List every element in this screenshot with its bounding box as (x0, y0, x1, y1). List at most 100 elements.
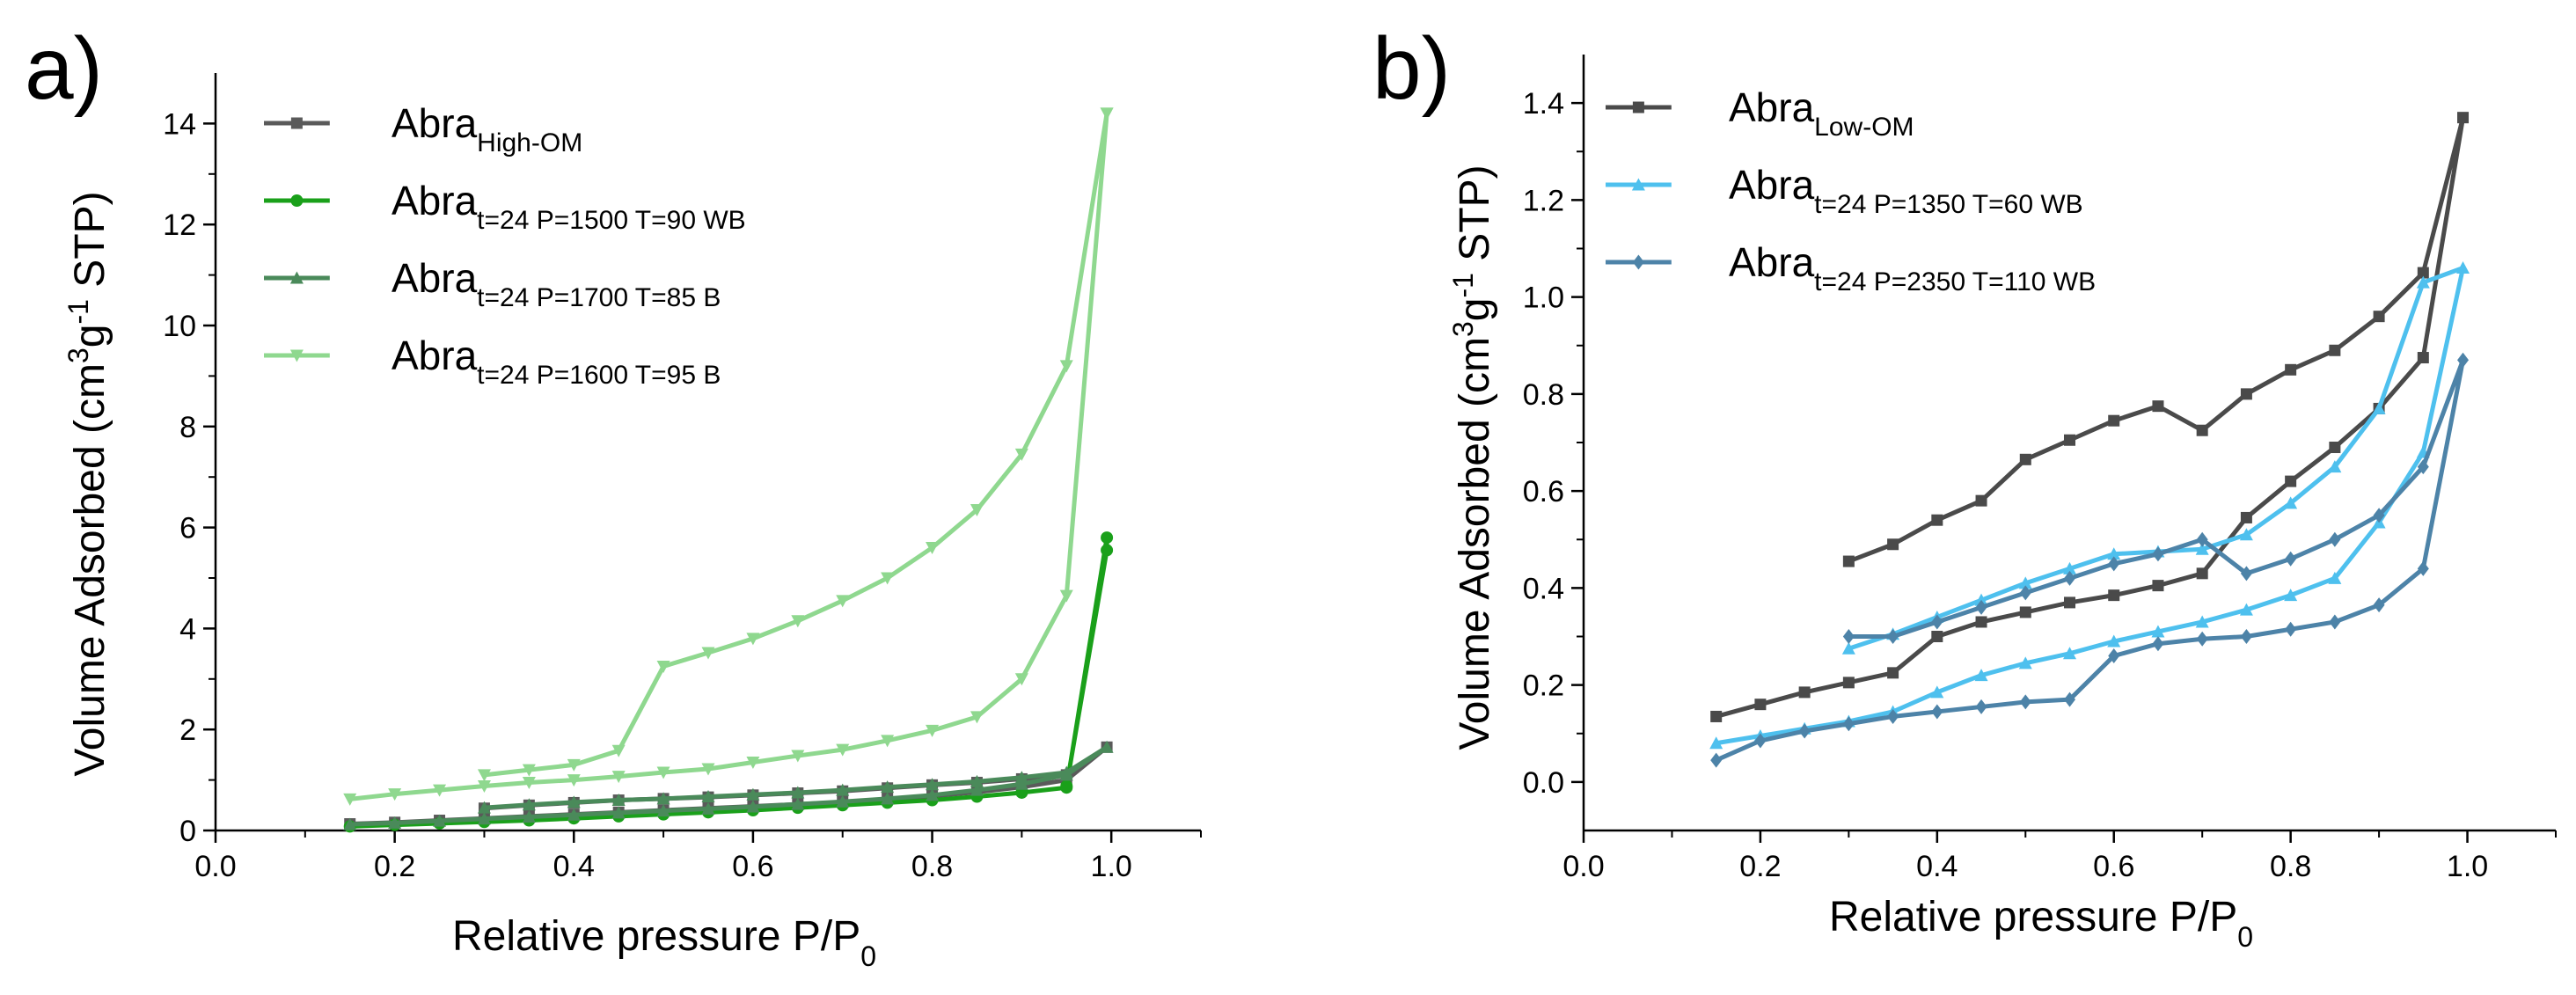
panel-b-series-1-point (1975, 494, 1987, 507)
panel-b-series-1-point (1887, 538, 1899, 551)
panel-b-series-1-point (2152, 400, 2164, 413)
panel-a-series-3-point (567, 808, 581, 821)
legend-subscript: High-OM (477, 128, 582, 157)
panel-a-legend-marker-1 (290, 117, 303, 129)
panel-a-series-4-point (701, 763, 715, 776)
panel-a-legend-label-4: Abrat=24 P=1600 T=95 B (392, 333, 721, 390)
panel-b-series-3-point (2329, 614, 2341, 630)
panel-b-series-3-point (2196, 631, 2208, 647)
panel-b-series-3-point (1842, 629, 1855, 644)
panel-a: a) Volume Adsorbed (cm3g-1 STP) Relative… (25, 19, 1202, 972)
panel-b-series-2-line (1714, 266, 2466, 746)
panel-a-series-3-point (881, 792, 895, 805)
panel-b-series-2-point (1974, 669, 1988, 682)
panel-a-series-4-point (881, 572, 895, 585)
panel-b-legend-entry-1: AbraLow-OM (1606, 84, 1914, 142)
panel-b-y-tick-label: 1.4 (1523, 87, 1564, 121)
panel-a-xlabel: Relative pressure P/P0 (452, 913, 876, 972)
panel-b-series-1-point (1975, 616, 1987, 628)
panel-a-legend-marker-4 (289, 349, 304, 362)
panel-a-series-4-point (746, 757, 760, 770)
panel-b-legend-marker-1 (1632, 101, 1644, 113)
legend-subscript: t=24 P=1500 T=90 WB (477, 206, 746, 235)
panel-a-series-4-point (791, 615, 805, 628)
panel-b-plot-area: 0.0 0.2 0.4 0.6 0.8 1.0 0.0 0.2 0.4 0.6 0.8 1.0 1.2 1… (1523, 55, 2557, 883)
panel-b-series-3-point (1798, 723, 1811, 739)
panel-a-series-3-point (611, 794, 626, 807)
panel-b-series-1-point (2457, 112, 2470, 124)
panel-b-series-3-point (1887, 629, 1899, 644)
panel-b-series-3 (1710, 352, 2470, 768)
panel-b-series-2-point (2328, 571, 2342, 584)
panel-a-series-3-point (1014, 777, 1028, 790)
legend-name: Abra (1729, 239, 1815, 285)
panel-a-series-4 (343, 107, 1114, 806)
panel-a-ylabel-sup-2: -1 (62, 299, 94, 324)
panel-a-series-4-point (881, 735, 895, 748)
panel-a-series-3-point (656, 792, 670, 805)
panel-a-series-4-point (926, 542, 940, 555)
legend-name: Abra (1729, 84, 1815, 130)
panel-b-ylabel-part-1: Volume Adsorbed (cm (1452, 337, 1498, 750)
panel-a-series-3-point (1014, 771, 1028, 784)
panel-b-series-2-point (2151, 625, 2165, 638)
legend-name: Abra (392, 333, 478, 378)
panel-a-series-3-line (348, 744, 1109, 827)
panel-a-series-4-point (388, 788, 402, 801)
panel-b-series-3-point (2064, 570, 2075, 586)
panel-b-series-3-point (2417, 560, 2429, 576)
legend-subscript: t=24 P=2350 T=110 WB (1814, 267, 2096, 296)
panel-a-x-tick-label: 0.6 (732, 850, 773, 883)
panel-a-series-4-point (970, 504, 984, 517)
panel-a-series-4-point (1100, 107, 1114, 121)
panel-a-series-4-point (656, 766, 670, 779)
panel-b-series-2-point (2372, 401, 2386, 414)
panel-a-series-4-point (1059, 360, 1073, 373)
panel-a-series-4-point (970, 711, 984, 724)
panel-a-series-3-point (522, 810, 536, 823)
panel-b-ylabel-sup-1: 3 (1447, 321, 1479, 337)
panel-b-series-1-point (1710, 710, 1723, 722)
panel-b-series-1-point (2196, 567, 2208, 580)
panel-a-series-4-point (656, 660, 670, 673)
panel-a-ylabel-part-3: STP) (67, 191, 113, 299)
panel-b-series-1-point (2108, 589, 2120, 602)
panel-a-series-4-point (567, 758, 581, 772)
panel-a-series-4-point (1059, 589, 1073, 603)
panel-b-series-3-point (2285, 621, 2297, 637)
panel-a-series-3-point (746, 787, 760, 801)
panel-b-x-tick-label: 0.8 (2270, 850, 2311, 883)
panel-a-x-tick-label: 0.2 (374, 850, 415, 883)
panel-b-y-tick-label: 0.0 (1523, 766, 1564, 800)
panel-a-series-4-point (836, 595, 850, 608)
panel-a-series-4-point (522, 764, 536, 777)
panel-a-series-2-point (1060, 779, 1073, 793)
panel-b-series-3-point (2152, 636, 2164, 652)
panel-b-series-3-point (1754, 733, 1767, 749)
panel-a-series-3-point (433, 814, 447, 827)
panel-b-series-1-point (2373, 311, 2385, 323)
panel-a-legend-label-3: Abrat=24 P=1700 T=85 B (392, 255, 721, 312)
panel-b-series-1-point (2064, 596, 2075, 609)
panel-a-series-3-point (567, 795, 581, 808)
panel-a-series-3-point (522, 798, 536, 811)
panel-b-series-3-point (2240, 629, 2252, 644)
panel-b-x-tick-label: 1.0 (2447, 850, 2488, 883)
panel-b-series-1-point (1842, 677, 1855, 689)
panel-b-series-1-point (1887, 667, 1899, 679)
panel-b-series-2-point (2018, 576, 2032, 589)
panel-b-series-1-point (2240, 388, 2252, 400)
panel-b-series-2-point (1974, 593, 1988, 606)
panel-b-series-1-point (2417, 267, 2429, 279)
legend-subscript: t=24 P=1600 T=95 B (477, 361, 721, 390)
panel-b-series-3-point (2329, 531, 2341, 547)
panel-b-series-1-point (2019, 606, 2031, 618)
panel-a-xlabel-main: Relative pressure P/P (452, 913, 860, 960)
panel-a-x-tick-label: 0.8 (911, 850, 953, 883)
panel-b-series-1-point (2152, 580, 2164, 592)
panel-b-y-tick-label: 1.0 (1523, 282, 1564, 315)
panel-b-series-1-point (2108, 414, 2120, 427)
panel-b-x-tick-label: 0.0 (1562, 850, 1604, 883)
